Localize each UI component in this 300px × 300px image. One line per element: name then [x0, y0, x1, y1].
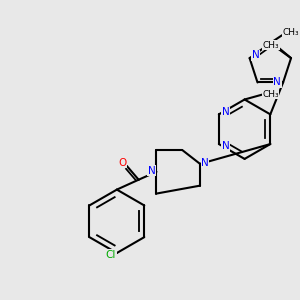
Text: O: O — [119, 158, 127, 168]
Text: CH₃: CH₃ — [262, 90, 279, 99]
Text: N: N — [222, 107, 230, 117]
Text: CH₃: CH₃ — [283, 28, 299, 37]
Text: N: N — [273, 77, 281, 88]
Text: Cl: Cl — [106, 250, 116, 260]
Text: N: N — [148, 166, 155, 176]
Text: CH₃: CH₃ — [263, 41, 280, 50]
Text: N: N — [252, 50, 260, 60]
Text: N: N — [201, 158, 209, 168]
Text: N: N — [222, 141, 230, 151]
